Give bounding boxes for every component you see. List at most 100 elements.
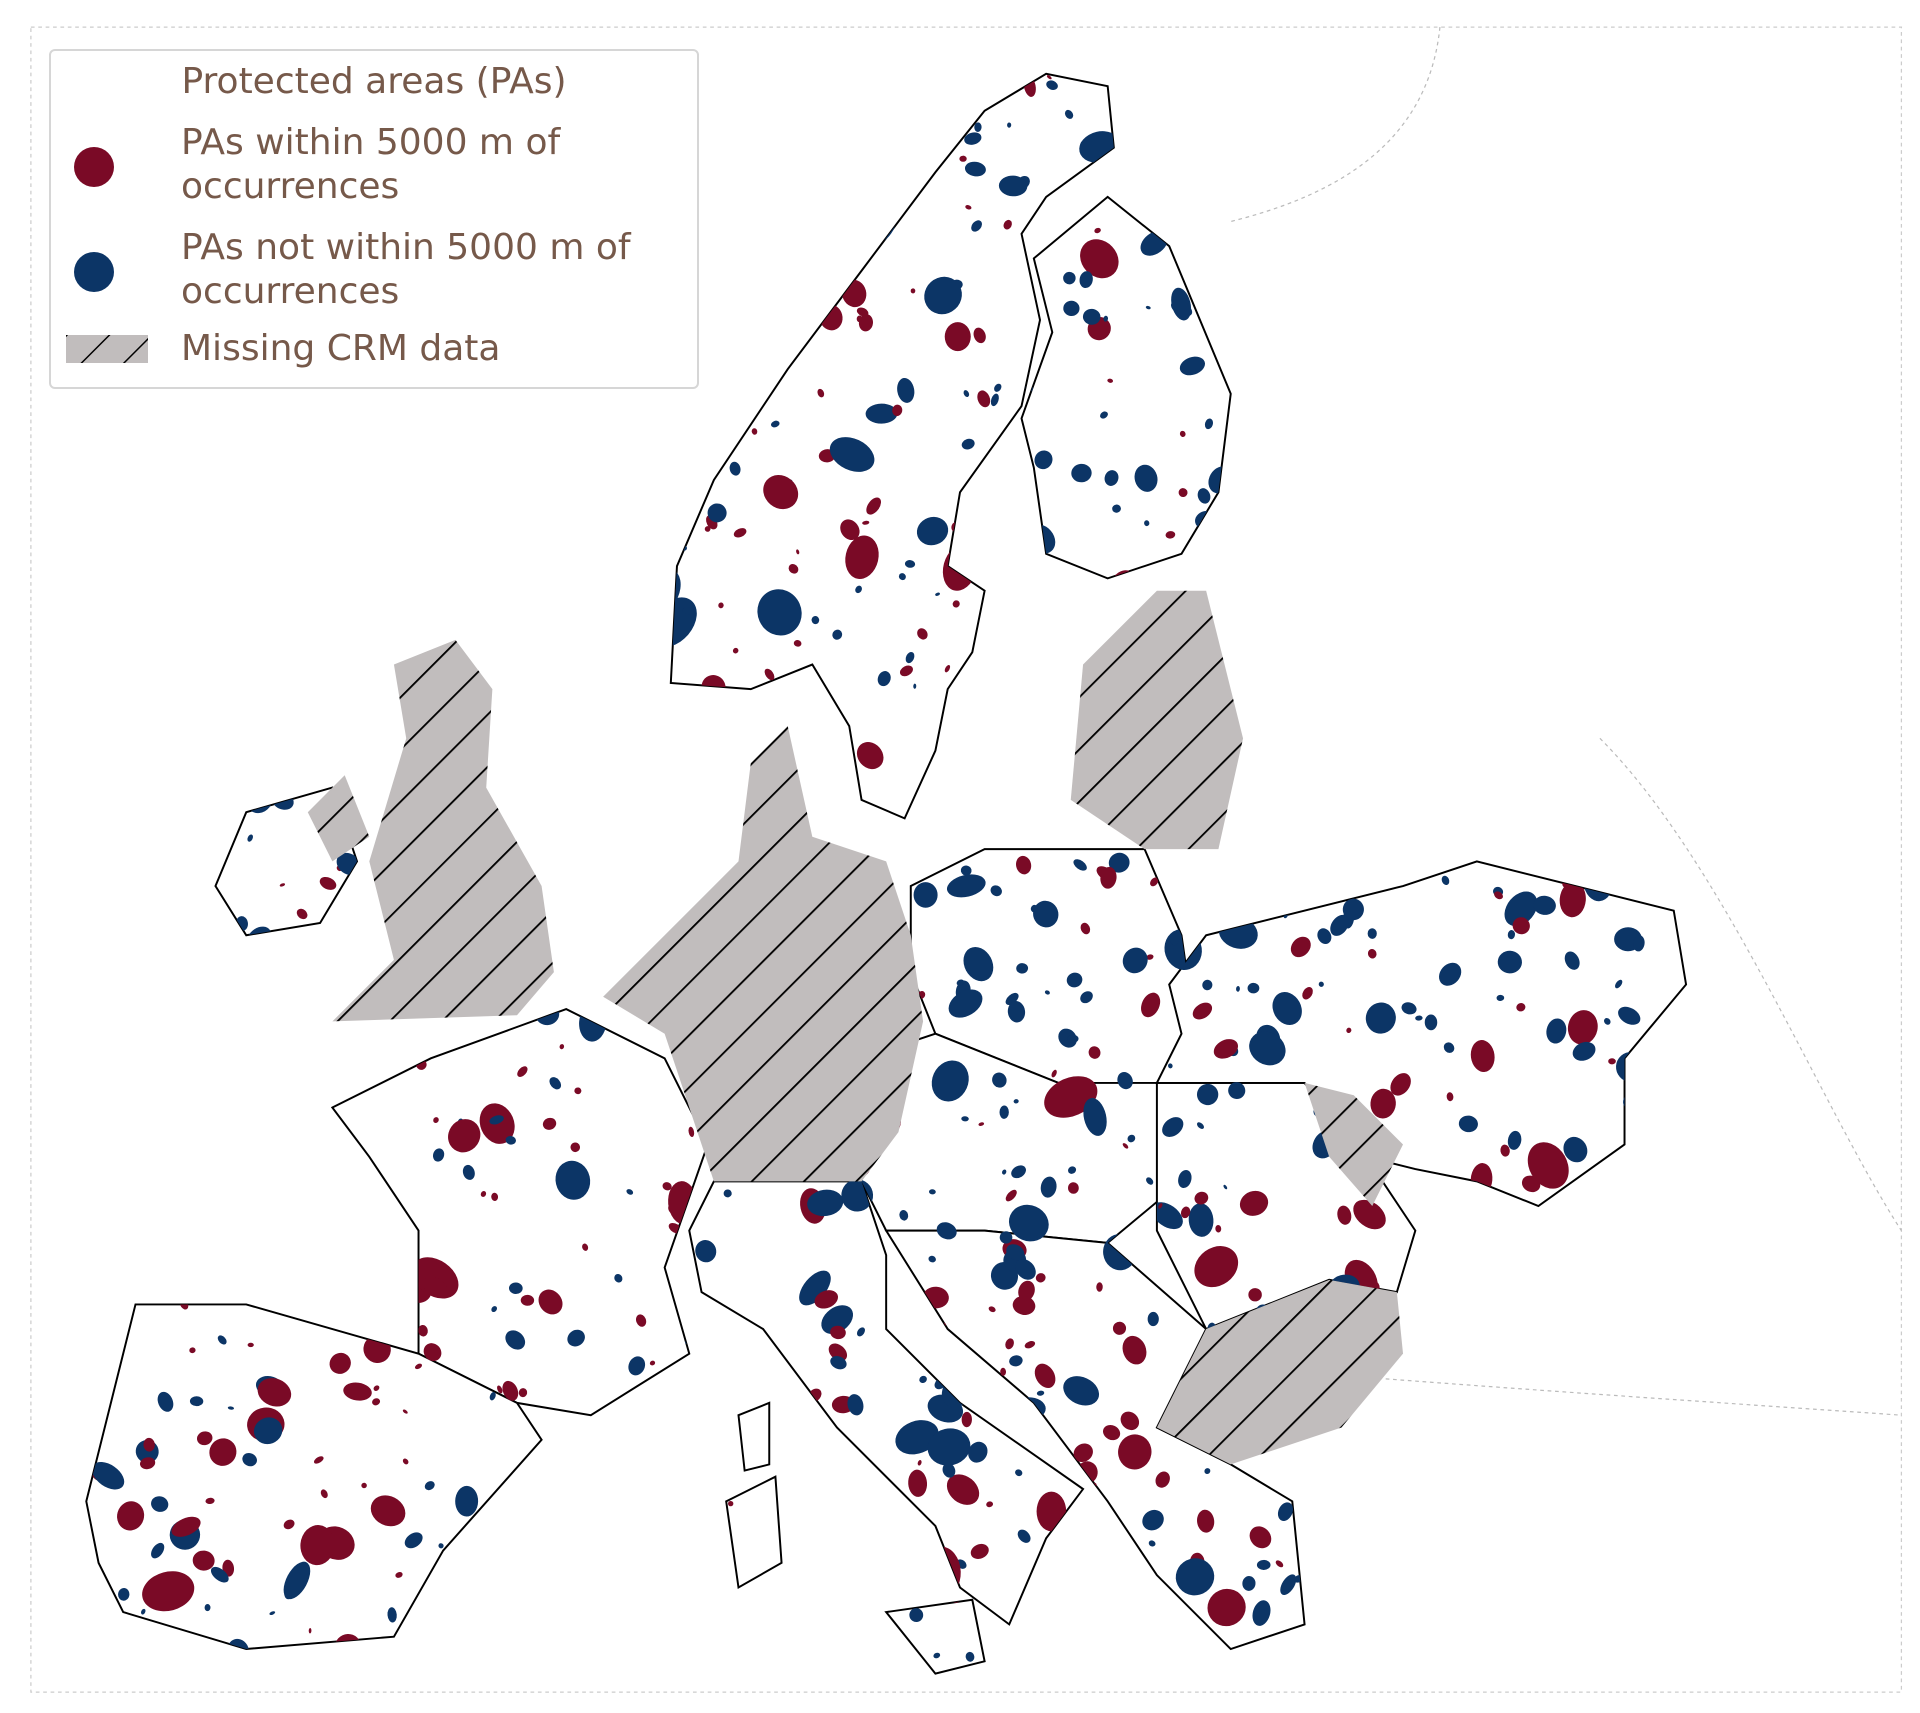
protected-area bbox=[604, 952, 621, 971]
protected-area bbox=[404, 1532, 423, 1549]
protected-area bbox=[944, 665, 951, 673]
protected-area bbox=[360, 436, 368, 444]
protected-area bbox=[549, 1077, 562, 1090]
protected-area bbox=[207, 823, 214, 828]
protected-area bbox=[1453, 1315, 1465, 1327]
protected-area bbox=[315, 981, 322, 988]
protected-area bbox=[1503, 413, 1511, 424]
protected-area bbox=[542, 1117, 557, 1130]
protected-area bbox=[936, 861, 943, 868]
protected-area bbox=[1272, 992, 1302, 1026]
protected-area bbox=[420, 1629, 426, 1636]
protected-area bbox=[1460, 212, 1477, 230]
neighbor-borders bbox=[1230, 27, 1902, 1416]
protected-area bbox=[1426, 270, 1445, 290]
protected-area bbox=[917, 628, 928, 640]
protected-area bbox=[1103, 1424, 1121, 1441]
protected-area bbox=[1530, 1403, 1536, 1410]
protected-area bbox=[1326, 849, 1336, 864]
protected-area bbox=[1667, 1353, 1687, 1375]
protected-area bbox=[1310, 654, 1338, 677]
protected-area bbox=[1090, 1569, 1096, 1574]
protected-area bbox=[402, 1458, 409, 1465]
protected-area bbox=[589, 592, 595, 598]
protected-area bbox=[122, 1268, 128, 1276]
protected-area bbox=[324, 1083, 334, 1089]
protected-area bbox=[643, 933, 651, 941]
protected-area bbox=[101, 948, 111, 956]
protected-area bbox=[1049, 685, 1058, 698]
protected-area bbox=[574, 1087, 582, 1095]
protected-area bbox=[656, 1615, 670, 1624]
protected-area bbox=[1392, 636, 1407, 646]
protected-area bbox=[1671, 615, 1679, 627]
protected-area bbox=[1118, 1434, 1152, 1470]
protected-area bbox=[709, 1417, 717, 1426]
protected-area bbox=[1455, 298, 1463, 306]
protected-area bbox=[1015, 423, 1020, 427]
protected-area bbox=[1247, 982, 1260, 994]
protected-area bbox=[1330, 914, 1349, 936]
protected-area bbox=[1100, 866, 1117, 889]
protected-area bbox=[337, 1280, 358, 1300]
legend-marker bbox=[74, 147, 114, 187]
protected-area bbox=[1082, 308, 1101, 325]
protected-area bbox=[519, 787, 538, 807]
protected-area bbox=[1653, 461, 1663, 470]
protected-area bbox=[532, 406, 544, 418]
protected-area bbox=[704, 1438, 719, 1453]
protected-area bbox=[965, 205, 972, 210]
protected-area bbox=[1368, 564, 1378, 572]
protected-area bbox=[955, 755, 962, 764]
protected-area bbox=[1223, 1184, 1228, 1190]
protected-area bbox=[106, 719, 134, 737]
protected-area bbox=[1194, 1191, 1209, 1205]
protected-area bbox=[821, 1305, 854, 1334]
protected-area bbox=[1500, 1144, 1510, 1157]
protected-area bbox=[1348, 842, 1367, 860]
protected-area bbox=[1278, 673, 1297, 691]
protected-area bbox=[928, 1189, 936, 1195]
protected-area bbox=[1299, 1527, 1307, 1533]
protected-area bbox=[1044, 990, 1050, 995]
protected-area bbox=[688, 1126, 695, 1138]
protected-area bbox=[1016, 855, 1032, 875]
protected-area bbox=[1593, 341, 1608, 352]
protected-area bbox=[128, 797, 136, 805]
protected-area bbox=[433, 1117, 439, 1123]
protected-area bbox=[1493, 509, 1502, 518]
protected-area bbox=[1434, 801, 1454, 821]
protected-area bbox=[530, 1648, 538, 1656]
protected-area bbox=[978, 1122, 985, 1126]
protected-area bbox=[1626, 1335, 1654, 1361]
protected-area bbox=[1002, 1169, 1007, 1175]
protected-area bbox=[313, 1456, 324, 1464]
protected-area bbox=[102, 1166, 110, 1176]
protected-area bbox=[968, 1441, 988, 1463]
protected-area bbox=[438, 1543, 444, 1549]
protected-area bbox=[1036, 1390, 1045, 1396]
protected-area bbox=[1440, 381, 1459, 401]
legend-label: PAs not within 5000 m of occurrences bbox=[181, 227, 631, 312]
protected-area bbox=[210, 496, 220, 513]
protected-area bbox=[952, 600, 960, 608]
protected-area bbox=[1429, 778, 1455, 808]
protected-area bbox=[1316, 825, 1330, 838]
protected-area bbox=[250, 1659, 257, 1667]
protected-area bbox=[1363, 1600, 1372, 1606]
protected-area bbox=[1168, 121, 1185, 132]
protected-area bbox=[697, 1424, 709, 1436]
protected-area bbox=[1669, 1558, 1680, 1573]
protected-area bbox=[841, 1179, 874, 1212]
protected-area bbox=[1596, 628, 1632, 656]
protected-area bbox=[1346, 256, 1357, 268]
protected-area bbox=[1512, 917, 1530, 935]
protected-area bbox=[131, 682, 146, 695]
protected-area bbox=[1497, 737, 1504, 742]
protected-area bbox=[700, 432, 722, 452]
protected-area bbox=[1614, 531, 1627, 543]
protected-area bbox=[1175, 1558, 1215, 1596]
protected-area bbox=[1095, 626, 1103, 634]
protected-area bbox=[1033, 900, 1059, 928]
protected-area bbox=[1565, 1630, 1574, 1640]
